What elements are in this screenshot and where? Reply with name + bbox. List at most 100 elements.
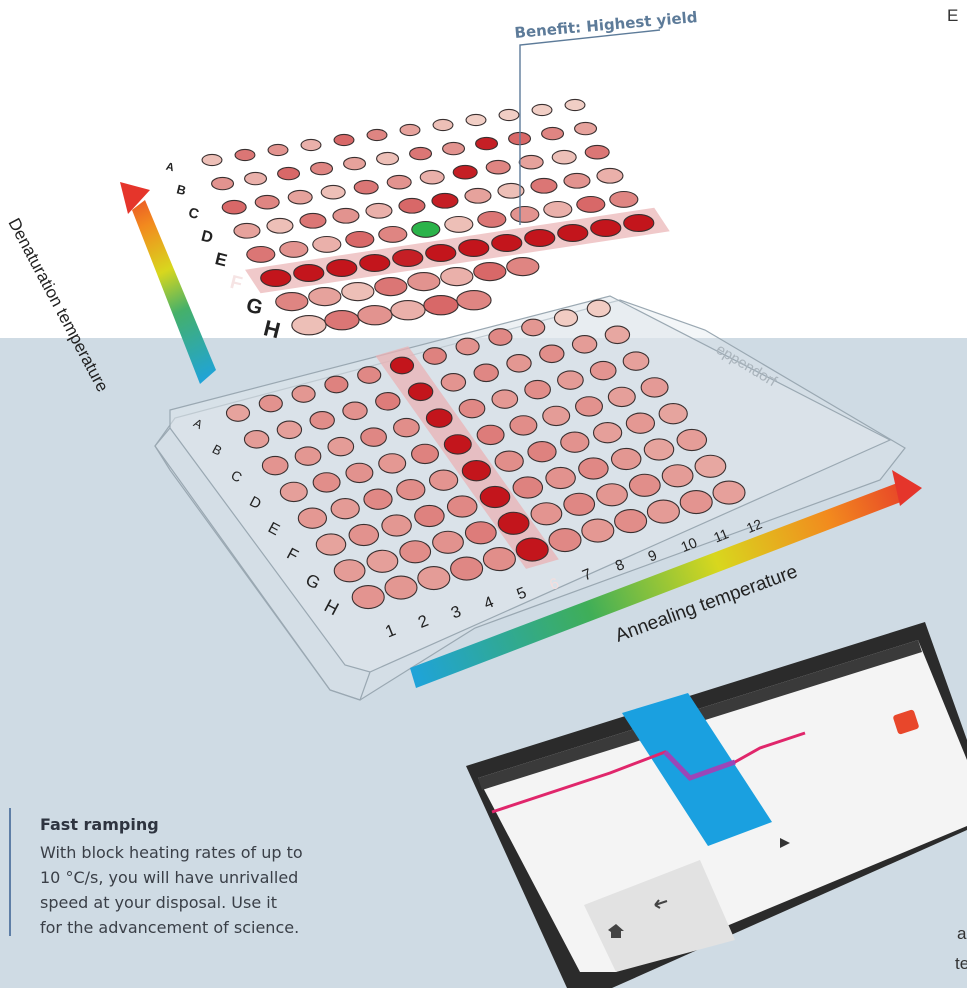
well-D10 [575,396,603,417]
well-H3 [417,566,451,591]
well-H9 [614,509,648,534]
well-C12 [622,351,650,371]
well-D2 [312,472,341,493]
well-A4 [324,375,349,394]
well-A12 [564,98,586,112]
well-A6 [366,128,388,142]
well-A8 [455,337,480,356]
annealing-gradient-bar [410,482,906,688]
well-F8 [545,466,576,490]
well-F6 [479,485,511,509]
clipped-text-fragment: a [957,924,967,943]
well-A11 [553,309,579,327]
well-B12 [574,121,598,136]
well-F9 [524,228,556,248]
denaturation-axis-label: Denaturation temperature [4,215,112,395]
well-A11 [531,103,553,117]
well-B1 [211,176,235,191]
well-B8 [442,141,466,156]
screen-run-button [780,838,790,848]
well-C11 [589,360,617,381]
bottom-plate-skirt [154,427,371,701]
well-D5 [365,202,393,219]
well-E10 [543,200,573,218]
well-D6 [398,197,426,214]
well-H7 [548,528,582,553]
well-D11 [607,386,636,408]
well-C9 [485,159,511,175]
well-D10 [530,177,558,194]
well-D1 [279,481,308,503]
well-B8 [473,363,499,383]
well-E12 [609,190,639,208]
well-D2 [266,217,294,234]
well-B5 [375,392,401,411]
feature-body-line: 10 °C/s, you will have unrivalled [40,868,299,887]
well-A10 [521,318,546,337]
well-E9 [510,205,540,223]
well-A4 [300,138,322,152]
top-row-label: G [244,294,265,320]
well-A5 [357,366,382,384]
well-H10 [646,499,680,524]
well-A5 [333,133,355,147]
well-D7 [431,192,459,209]
well-A9 [465,113,487,127]
well-B6 [376,151,400,166]
well-E4 [396,479,426,501]
well-B9 [506,354,532,373]
well-F11 [590,218,622,238]
well-H6 [515,537,549,562]
feature-body-line: for the advancement of science. [40,918,300,937]
well-D4 [378,453,407,474]
well-E2 [330,498,360,520]
well-E6 [411,220,441,238]
well-G5 [464,521,497,545]
well-F12 [623,213,655,233]
well-C4 [360,427,387,447]
well-A2 [258,394,283,413]
well-E5 [428,469,459,491]
well-C11 [551,149,577,165]
top-row-label: C [187,205,201,223]
feature-body-line: speed at your disposal. Use it [40,893,277,912]
well-C4 [320,184,346,200]
well-C8 [452,164,478,180]
well-F5 [446,495,478,518]
well-G7 [530,502,563,526]
top-row-label: H [261,315,283,343]
well-F6 [425,243,457,263]
well-C5 [393,417,420,438]
well-D12 [640,377,669,398]
well-B7 [440,373,467,392]
well-C5 [353,179,379,195]
well-B11 [541,126,565,141]
well-D6 [443,434,472,455]
well-A1 [201,153,223,167]
well-B9 [475,136,499,151]
well-B6 [407,382,434,402]
well-E5 [378,225,408,243]
well-H5 [482,547,516,572]
well-F7 [512,476,544,499]
well-A3 [291,385,316,403]
feature-text-block: Fast ramping With block heating rates of… [40,815,400,940]
well-E8 [477,210,507,228]
screen-home-icon [608,924,624,938]
well-G6 [497,511,530,535]
well-D3 [299,212,327,229]
well-E12 [658,403,688,425]
well-C8 [491,389,519,409]
well-C12 [584,144,610,160]
screen-temperature-profile-purple [663,750,736,781]
well-B3 [309,411,335,430]
well-F10 [557,223,589,243]
well-H5 [423,295,459,316]
well-H2 [384,575,418,600]
well-E11 [625,412,656,434]
well-C2 [294,446,322,466]
well-E7 [494,450,524,472]
well-D1 [233,222,261,239]
well-B7 [409,146,433,161]
